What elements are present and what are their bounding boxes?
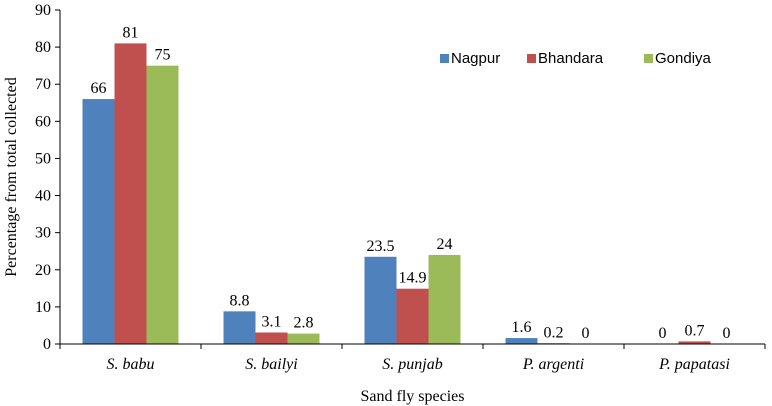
data-label-s-babu-nagpur: 66: [91, 80, 107, 97]
y-tick-label: 80: [35, 39, 51, 56]
data-label-p-argenti-gondiya: 0: [582, 325, 590, 342]
y-tick-label: 0: [43, 336, 51, 353]
y-tick-label: 40: [35, 188, 51, 205]
data-label-p-argenti-bhandara: 0.2: [544, 324, 564, 341]
data-label-s-punjab-bhandara: 14.9: [399, 270, 427, 287]
data-label-s-punjab-gondiya: 24: [437, 236, 453, 253]
data-label-s-babu-gondiya: 75: [155, 47, 171, 64]
data-label-s-babu-bhandara: 81: [123, 24, 139, 41]
data-labels-group: 66 81 75 8.8 3.1 2.8 23.514.9 24 1.6 0.2 0 0 0.7 0: [91, 24, 731, 342]
data-label-s-bailyi-gondiya: 2.8: [294, 315, 314, 332]
x-tick-label-s-punjab: S. punjab: [382, 356, 442, 373]
bar-s-bailyi-bhandara: [255, 332, 288, 344]
data-label-s-bailyi-bhandara: 3.1: [262, 313, 282, 330]
bar-p-argenti-nagpur: [505, 338, 538, 344]
y-axis-title: Percentage from total collected: [3, 77, 20, 276]
y-tick-label: 10: [35, 299, 51, 316]
data-label-p-papatasi-bhandara: 0.7: [685, 322, 705, 339]
x-axis-tick-labels: S. babu S. bailyi S. punjab P. argenti P. pa…: [59, 344, 766, 373]
legend-swatch-nagpur: [440, 54, 449, 63]
bar-s-babu-nagpur: [82, 99, 115, 344]
y-tick-label: 90: [35, 2, 51, 19]
bars-group: [82, 43, 711, 345]
x-tick-label-p-argenti: P. argenti: [522, 356, 584, 373]
bar-s-babu-gondiya: [146, 65, 179, 345]
y-axis-ticks: 0 10 20 30 40 50 60 70 80 90: [35, 2, 60, 353]
x-tick-label-s-babu: S. babu: [107, 356, 155, 373]
bar-s-bailyi-gondiya: [287, 333, 320, 344]
bar-s-babu-bhandara: [114, 43, 147, 345]
data-label-s-punjab-nagpur: 23.5: [367, 238, 395, 255]
legend-label-bhandara: Bhandara: [538, 50, 604, 67]
y-tick-label: 50: [35, 150, 51, 167]
bar-s-bailyi-nagpur: [223, 311, 256, 344]
y-tick-label: 70: [35, 76, 51, 93]
bar-p-papatasi-bhandara: [678, 341, 711, 344]
x-tick-label-s-bailyi: S. bailyi: [245, 356, 297, 373]
bar-s-punjab-nagpur: [364, 256, 397, 344]
legend-swatch-gondiya: [644, 54, 653, 63]
y-tick-label: 60: [35, 113, 51, 130]
x-axis-title: Sand fly species: [361, 388, 465, 405]
y-tick-label: 20: [35, 262, 51, 279]
legend-swatch-bhandara: [527, 54, 536, 63]
bar-s-punjab-gondiya: [428, 254, 461, 344]
bar-s-punjab-bhandara: [396, 288, 429, 344]
x-tick-label-p-papatasi: P. papatasi: [658, 356, 730, 373]
data-label-s-bailyi-nagpur: 8.8: [230, 292, 250, 309]
legend-label-gondiya: Gondiya: [655, 50, 712, 67]
data-label-p-argenti-nagpur: 1.6: [512, 319, 532, 336]
data-label-p-papatasi-gondiya: 0: [723, 325, 731, 342]
data-label-p-papatasi-nagpur: 0: [659, 325, 667, 342]
y-tick-label: 30: [35, 225, 51, 242]
legend: Nagpur Bhandara Gondiya: [440, 50, 712, 67]
legend-label-nagpur: Nagpur: [451, 50, 500, 67]
